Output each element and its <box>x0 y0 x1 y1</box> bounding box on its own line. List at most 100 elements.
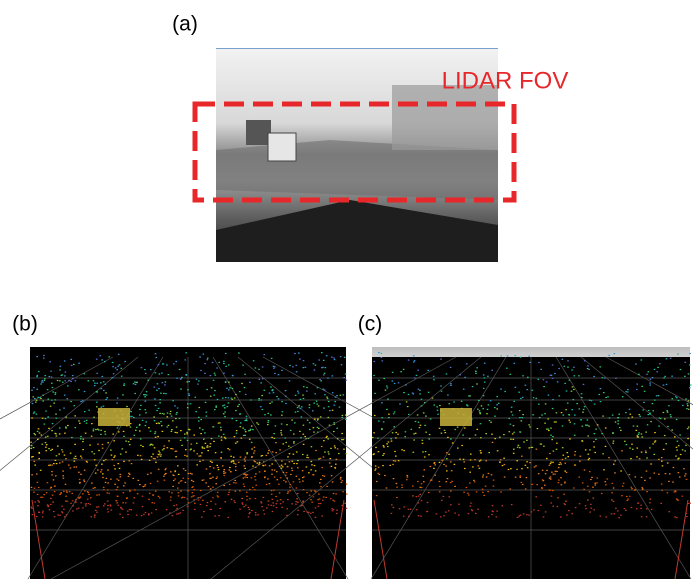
point <box>346 380 348 381</box>
point <box>102 444 104 445</box>
point <box>185 449 187 450</box>
point <box>656 395 658 396</box>
point <box>394 451 396 452</box>
point <box>221 436 223 437</box>
point <box>494 416 496 417</box>
point <box>492 510 494 511</box>
point <box>102 473 104 474</box>
point <box>176 514 178 515</box>
point <box>682 449 684 450</box>
point <box>335 468 337 469</box>
point <box>88 380 90 381</box>
point <box>605 446 607 447</box>
point <box>376 481 378 482</box>
point <box>279 449 281 450</box>
point <box>374 415 376 416</box>
point <box>326 436 328 437</box>
point <box>214 390 216 391</box>
point <box>188 381 190 382</box>
point <box>494 438 496 439</box>
point <box>131 463 133 464</box>
point <box>96 495 98 496</box>
point <box>271 474 273 475</box>
point <box>163 448 165 449</box>
point <box>591 508 593 509</box>
point <box>615 421 617 422</box>
point <box>273 368 275 369</box>
point <box>400 371 402 372</box>
point <box>346 453 348 454</box>
point <box>101 464 103 465</box>
point <box>156 410 158 411</box>
point <box>451 481 453 482</box>
point <box>337 438 339 439</box>
point <box>280 430 282 431</box>
point <box>176 378 178 379</box>
point <box>662 465 664 466</box>
point <box>198 499 200 500</box>
point <box>114 484 116 485</box>
point <box>301 416 303 417</box>
point <box>50 371 52 372</box>
point <box>666 410 668 411</box>
point <box>145 484 147 485</box>
point <box>224 407 226 408</box>
point <box>573 367 575 368</box>
point <box>604 378 606 379</box>
point <box>574 454 576 455</box>
point <box>289 365 291 366</box>
point <box>125 502 127 503</box>
point <box>412 486 414 487</box>
point <box>284 437 286 438</box>
point <box>174 405 176 406</box>
point <box>589 491 591 492</box>
point <box>439 462 441 463</box>
point <box>129 491 131 492</box>
point <box>229 449 231 450</box>
point <box>667 492 669 493</box>
point <box>541 414 543 415</box>
point <box>542 470 544 471</box>
point <box>459 374 461 375</box>
point <box>569 422 571 423</box>
point <box>686 479 688 480</box>
point <box>688 373 690 374</box>
point <box>516 469 518 470</box>
point <box>180 379 182 380</box>
point <box>61 375 63 376</box>
point <box>50 498 52 499</box>
point <box>547 418 549 419</box>
point <box>564 366 566 367</box>
point <box>30 507 32 508</box>
point <box>308 512 310 513</box>
point <box>56 455 58 456</box>
point <box>238 404 240 405</box>
point <box>123 492 125 493</box>
point <box>623 483 625 484</box>
point <box>378 380 380 381</box>
point <box>223 473 225 474</box>
point <box>183 468 185 469</box>
point <box>45 436 47 437</box>
point <box>687 438 689 439</box>
point <box>477 509 479 510</box>
point <box>515 387 517 388</box>
point <box>500 355 502 356</box>
point <box>682 496 684 497</box>
point <box>158 469 160 470</box>
point <box>484 382 486 383</box>
lidar-sky <box>372 347 690 357</box>
point <box>104 431 106 432</box>
point <box>548 429 550 430</box>
point <box>445 512 447 513</box>
point <box>228 517 230 518</box>
point <box>528 447 530 448</box>
point <box>285 403 287 404</box>
point <box>689 503 691 504</box>
point <box>145 421 147 422</box>
point <box>502 505 504 506</box>
point <box>149 445 151 446</box>
point <box>670 358 672 359</box>
point <box>107 442 109 443</box>
point <box>150 369 152 370</box>
